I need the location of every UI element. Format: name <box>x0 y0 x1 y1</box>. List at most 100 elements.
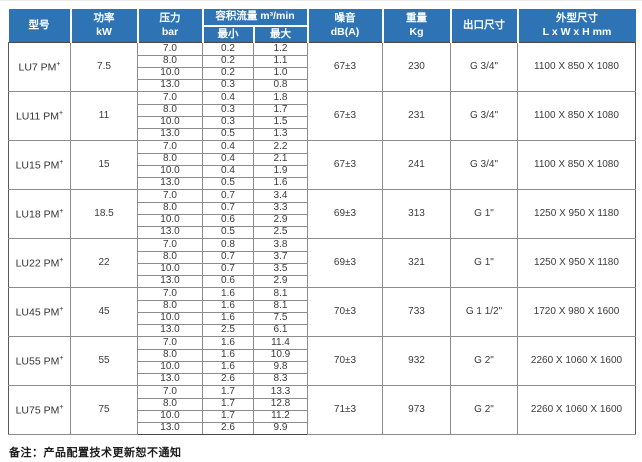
flow-min-cell: 0.3 <box>202 79 254 93</box>
noise-cell: 67±3 <box>307 91 383 142</box>
outlet-cell: G 1" <box>450 189 518 240</box>
flow-min-cell: 0.2 <box>202 54 254 68</box>
model-plus-superscript: + <box>58 110 64 118</box>
flow-max-cell: 1.7 <box>253 103 308 117</box>
flow-min-cell: 1.7 <box>202 409 254 424</box>
model-cell: LU45 PM+ <box>8 287 71 338</box>
table-row: 8.0 0.4 2.1 <box>9 152 636 166</box>
table-row: LU75 PM+ 75 7.0 1.7 13.3 71±3 973 G 2" 2260 X 10… <box>8 385 636 436</box>
pressure-cell: 10.0 <box>137 262 203 277</box>
flow-min-cell: 0.2 <box>202 42 254 56</box>
model-plus-superscript: + <box>59 355 64 363</box>
header-noise: 噪音 dB(A) <box>306 9 383 43</box>
dimensions-cell: 1100 X 850 X 1080 <box>517 91 636 142</box>
dimensions-cell: 2260 X 1060 X 1600 <box>517 385 636 436</box>
weight-cell: 973 <box>382 385 451 436</box>
table-row: LU45 PM+ 45 7.0 1.6 8.1 70±3 733 G 1 1/2" 1720 X… <box>8 287 636 338</box>
compressor-spec-table: 型号 功率 kW 压力 bar 容积流量 m³/min 噪音 dB(A) 重量 … <box>8 9 636 436</box>
table-row: 13.0 2.6 8.3 <box>9 373 636 387</box>
flow-max-cell: 6.1 <box>253 324 308 338</box>
model-plus-superscript: + <box>59 208 64 216</box>
pressure-cell: 8.0 <box>137 250 203 264</box>
flow-max-cell: 0.8 <box>253 79 308 93</box>
outlet-cell: G 2" <box>450 385 518 436</box>
flow-min-cell: 0.4 <box>202 152 254 166</box>
pressure-cell: 13.0 <box>137 275 203 289</box>
model-plus-superscript: + <box>59 159 64 167</box>
header-outlet: 出口尺寸 <box>449 9 518 43</box>
table-row: LU11 PM+ 11 7.0 0.4 1.8 67±3 231 G 3/4" 1100 X 8… <box>8 91 636 142</box>
table-row: 8.0 1.7 12.8 <box>9 397 636 411</box>
flow-min-cell: 2.5 <box>202 324 254 338</box>
table-row: 8.0 0.2 1.1 <box>9 54 636 68</box>
pressure-cell: 10.0 <box>137 164 203 179</box>
pressure-cell: 13.0 <box>137 422 203 436</box>
pressure-cell: 13.0 <box>137 226 203 240</box>
pressure-cell: 13.0 <box>137 324 203 338</box>
pressure-cell: 7.0 <box>137 287 203 301</box>
pressure-cell: 10.0 <box>137 213 203 228</box>
model-cell: LU15 PM+ <box>8 140 71 191</box>
flow-max-cell: 2.1 <box>253 152 308 166</box>
flow-min-cell: 0.4 <box>202 164 254 179</box>
flow-min-cell: 1.7 <box>202 397 254 411</box>
model-cell: LU75 PM+ <box>8 385 71 436</box>
pressure-cell: 13.0 <box>137 128 203 142</box>
flow-max-cell: 3.5 <box>253 262 308 277</box>
pressure-cell: 7.0 <box>137 140 203 154</box>
table-row: LU18 PM+ 18.5 7.0 0.7 3.4 69±3 313 G 1" 1250 X 9… <box>8 189 636 240</box>
pressure-cell: 8.0 <box>137 348 203 362</box>
flow-max-cell: 13.3 <box>253 385 308 399</box>
table-row: 8.0 0.7 3.3 <box>9 201 636 215</box>
outlet-cell: G 3/4" <box>450 140 518 191</box>
pressure-cell: 10.0 <box>137 66 203 81</box>
flow-min-cell: 0.7 <box>202 201 254 215</box>
pressure-cell: 10.0 <box>137 360 203 375</box>
dimensions-cell: 1720 X 980 X 1600 <box>517 287 636 338</box>
model-cell: LU22 PM+ <box>8 238 71 289</box>
flow-max-cell: 11.2 <box>253 409 308 424</box>
pressure-cell: 7.0 <box>137 91 203 105</box>
flow-max-cell: 1.6 <box>253 177 308 191</box>
flow-max-cell: 1.5 <box>253 115 308 130</box>
flow-min-cell: 1.6 <box>202 348 254 362</box>
header-pressure: 压力 bar <box>136 9 203 43</box>
weight-cell: 313 <box>382 189 451 240</box>
pressure-cell: 8.0 <box>137 299 203 313</box>
table-body: LU7 PM+ 7.5 7.0 0.2 1.2 67±3 230 G 3/4" 1100 X 8… <box>8 42 636 436</box>
pressure-cell: 7.0 <box>137 385 203 399</box>
flow-min-cell: 0.5 <box>202 177 254 191</box>
flow-max-cell: 7.5 <box>253 311 308 326</box>
table-row: 10.0 0.6 2.9 <box>9 213 636 228</box>
flow-max-cell: 12.8 <box>253 397 308 411</box>
power-cell: 7.5 <box>70 42 138 93</box>
pressure-cell: 8.0 <box>137 54 203 68</box>
flow-min-cell: 1.6 <box>202 360 254 375</box>
table-row: 8.0 1.6 8.1 <box>9 299 636 313</box>
table-row: 13.0 0.5 1.6 <box>9 177 636 191</box>
weight-cell: 932 <box>382 336 451 387</box>
pressure-cell: 10.0 <box>137 409 203 424</box>
flow-max-cell: 1.9 <box>253 164 308 179</box>
flow-max-cell: 8.3 <box>253 373 308 387</box>
table-row: 13.0 0.5 2.5 <box>9 226 636 240</box>
table-row: LU22 PM+ 22 7.0 0.8 3.8 69±3 321 G 1" 1250 X 950… <box>8 238 636 289</box>
table-row: 10.0 0.7 3.5 <box>9 262 636 277</box>
flow-max-cell: 2.2 <box>253 140 308 154</box>
header-dimensions: 外型尺寸 L x W x H mm <box>516 9 636 43</box>
noise-cell: 67±3 <box>307 140 383 191</box>
flow-min-cell: 0.7 <box>202 250 254 264</box>
pressure-cell: 10.0 <box>137 311 203 326</box>
flow-min-cell: 1.6 <box>202 311 254 326</box>
header-power: 功率 kW <box>69 9 138 43</box>
pressure-cell: 13.0 <box>137 177 203 191</box>
weight-cell: 230 <box>382 42 451 93</box>
power-cell: 55 <box>70 336 138 387</box>
pressure-cell: 8.0 <box>137 103 203 117</box>
pressure-cell: 13.0 <box>137 373 203 387</box>
flow-min-cell: 0.6 <box>202 275 254 289</box>
flow-min-cell: 1.6 <box>202 287 254 301</box>
model-plus-superscript: + <box>59 404 64 412</box>
dimensions-cell: 1100 X 850 X 1080 <box>517 42 636 93</box>
pressure-cell: 10.0 <box>137 115 203 130</box>
